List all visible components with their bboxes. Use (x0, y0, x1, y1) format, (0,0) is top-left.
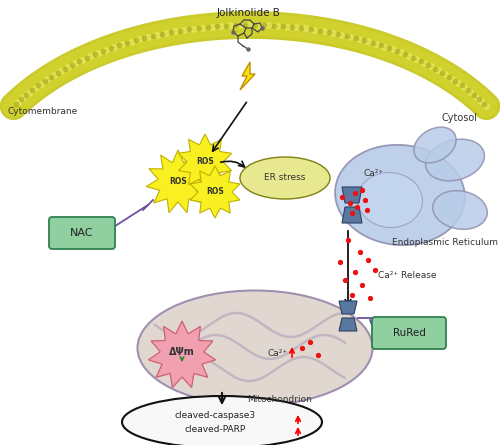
Text: Mitochondrion: Mitochondrion (248, 395, 312, 404)
Ellipse shape (358, 173, 422, 227)
Polygon shape (148, 321, 216, 388)
Polygon shape (190, 166, 240, 218)
Polygon shape (339, 301, 357, 314)
Text: Endoplasmic Reticulum: Endoplasmic Reticulum (392, 238, 498, 247)
Text: ROS: ROS (169, 178, 187, 186)
Ellipse shape (414, 127, 456, 163)
Ellipse shape (122, 396, 322, 445)
FancyBboxPatch shape (372, 317, 446, 349)
Polygon shape (240, 62, 255, 90)
Text: NAC: NAC (70, 228, 94, 238)
Text: cleaved-PARP: cleaved-PARP (184, 425, 246, 434)
Polygon shape (146, 150, 210, 213)
Ellipse shape (432, 191, 488, 229)
Text: Ca²⁺: Ca²⁺ (363, 169, 383, 178)
Text: Cytomembrane: Cytomembrane (8, 108, 78, 117)
Text: Ca²⁺: Ca²⁺ (268, 348, 288, 357)
Polygon shape (339, 318, 357, 331)
Text: Ca²⁺ Release: Ca²⁺ Release (378, 271, 436, 279)
Text: ER stress: ER stress (264, 174, 306, 182)
Text: ΔΨm: ΔΨm (169, 347, 195, 357)
Ellipse shape (426, 139, 484, 181)
FancyBboxPatch shape (49, 217, 115, 249)
Text: Cytosol: Cytosol (442, 113, 478, 123)
Ellipse shape (240, 157, 330, 199)
Polygon shape (178, 134, 232, 190)
Text: Jolkinolide B: Jolkinolide B (216, 8, 280, 18)
Ellipse shape (138, 291, 372, 405)
Text: ROS: ROS (196, 158, 214, 166)
Text: ROS: ROS (206, 187, 224, 197)
Polygon shape (342, 187, 362, 203)
Text: cleaved-caspase3: cleaved-caspase3 (174, 410, 256, 420)
Ellipse shape (335, 145, 465, 245)
Polygon shape (342, 207, 362, 223)
Text: RuRed: RuRed (392, 328, 426, 338)
